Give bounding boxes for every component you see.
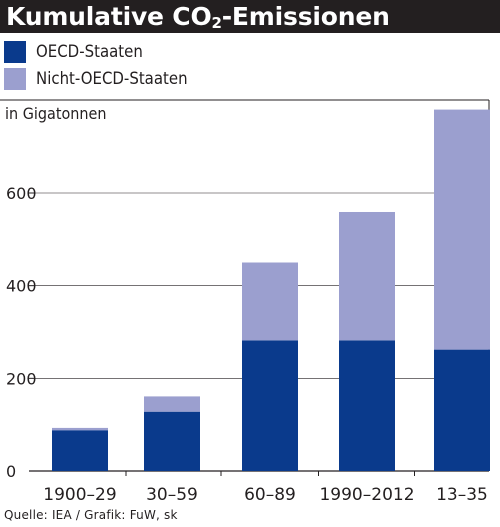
legend-label-non-oecd: Nicht-OECD-Staaten	[36, 69, 188, 89]
bar-non-oecd-2	[242, 262, 298, 341]
bar-non-oecd-0	[52, 427, 108, 431]
bar-oecd-3	[339, 340, 395, 471]
legend-label-oecd: OECD-Staaten	[36, 42, 143, 62]
x-tick-label-0: 1900–29	[43, 485, 116, 505]
title-bar: Kumulative CO2-Emissionen	[0, 0, 500, 33]
legend-swatch-non-oecd	[4, 68, 26, 90]
bar-oecd-1	[144, 411, 200, 471]
bar-non-oecd-1	[144, 396, 200, 412]
x-tick-label-4: 13–35	[436, 485, 488, 505]
y-tick-label-400: 400	[6, 277, 37, 296]
legend-swatch-oecd	[4, 41, 26, 63]
x-tick-label-3: 1990–2012	[319, 485, 414, 505]
y-axis-unit-label: in Gigatonnen	[5, 104, 107, 123]
bar-oecd-4	[434, 349, 490, 471]
chart-title: Kumulative CO2-Emissionen	[6, 2, 390, 32]
legend-item-non-oecd: Nicht-OECD-Staaten	[4, 68, 208, 90]
bar-oecd-0	[52, 430, 108, 471]
bar-non-oecd-4	[434, 109, 490, 350]
y-tick-label-0: 0	[6, 462, 16, 481]
legend-item-oecd: OECD-Staaten	[4, 41, 157, 63]
y-tick-label-200: 200	[6, 369, 37, 388]
bar-non-oecd-3	[339, 211, 395, 341]
x-tick-label-2: 60–89	[244, 485, 296, 505]
bar-oecd-2	[242, 340, 298, 471]
x-tick-label-1: 30–59	[146, 485, 198, 505]
source-note: Quelle: IEA / Grafik: FuW, sk	[4, 508, 178, 522]
y-tick-label-600: 600	[6, 184, 37, 203]
